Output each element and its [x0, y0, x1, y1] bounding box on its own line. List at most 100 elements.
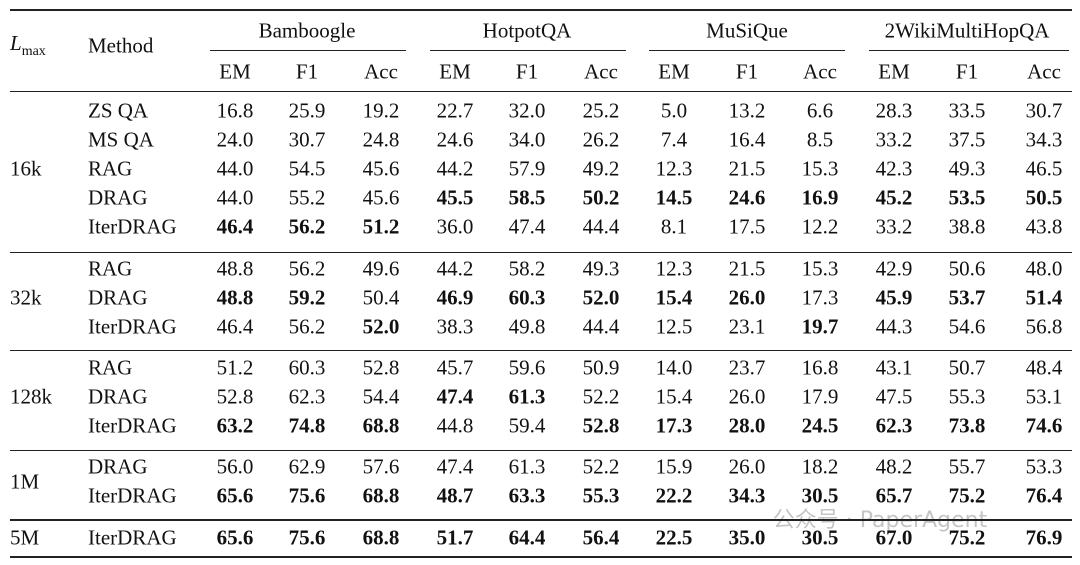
value-cell: 19.2 — [362, 98, 400, 123]
value-cell: 24.8 — [362, 127, 400, 152]
value-cell: 50.2 — [582, 185, 620, 210]
metric-header: EM — [658, 59, 690, 84]
method-cell: DRAG — [88, 384, 148, 409]
method-cell: RAG — [88, 355, 133, 380]
value-cell: 52.0 — [582, 285, 620, 310]
group-label: 5M — [10, 525, 40, 550]
value-cell: 49.2 — [582, 156, 620, 181]
value-cell: 45.9 — [875, 285, 913, 310]
value-cell: 46.5 — [1025, 156, 1063, 181]
value-cell: 22.7 — [436, 98, 474, 123]
value-cell: 23.1 — [728, 314, 766, 339]
value-cell: 22.2 — [655, 483, 693, 508]
value-cell: 28.3 — [875, 98, 913, 123]
value-cell: 75.2 — [948, 483, 986, 508]
value-cell: 62.3 — [288, 384, 326, 409]
value-cell: 13.2 — [728, 98, 766, 123]
dataset-underline — [430, 50, 626, 51]
dataset-underline — [210, 50, 406, 51]
value-cell: 50.6 — [948, 256, 986, 281]
value-cell: 51.7 — [436, 525, 474, 550]
value-cell: 30.7 — [288, 127, 326, 152]
value-cell: 65.6 — [216, 525, 254, 550]
value-cell: 22.5 — [655, 525, 693, 550]
value-cell: 56.4 — [582, 525, 620, 550]
value-cell: 54.5 — [288, 156, 326, 181]
value-cell: 50.7 — [948, 355, 986, 380]
value-cell: 48.0 — [1025, 256, 1063, 281]
value-cell: 24.0 — [216, 127, 254, 152]
value-cell: 44.4 — [582, 314, 620, 339]
value-cell: 74.6 — [1025, 413, 1063, 438]
value-cell: 26.0 — [728, 454, 766, 479]
method-cell: RAG — [88, 156, 133, 181]
value-cell: 34.0 — [508, 127, 546, 152]
value-cell: 61.3 — [508, 454, 546, 479]
value-cell: 48.4 — [1025, 355, 1063, 380]
value-cell: 65.6 — [216, 483, 254, 508]
value-cell: 52.8 — [216, 384, 254, 409]
value-cell: 33.2 — [875, 127, 913, 152]
method-cell: IterDRAG — [88, 214, 177, 239]
value-cell: 12.3 — [655, 256, 693, 281]
value-cell: 47.4 — [508, 214, 546, 239]
value-cell: 46.4 — [216, 214, 254, 239]
metric-header: EM — [219, 59, 251, 84]
value-cell: 48.8 — [216, 285, 254, 310]
value-cell: 54.6 — [948, 314, 986, 339]
value-cell: 34.3 — [728, 483, 766, 508]
value-cell: 16.8 — [801, 355, 839, 380]
value-cell: 75.6 — [288, 483, 326, 508]
value-cell: 44.0 — [216, 156, 254, 181]
value-cell: 44.8 — [436, 413, 474, 438]
value-cell: 52.8 — [582, 413, 620, 438]
value-cell: 15.3 — [801, 156, 839, 181]
value-cell: 62.3 — [875, 413, 913, 438]
value-cell: 63.2 — [216, 413, 254, 438]
value-cell: 67.0 — [875, 525, 913, 550]
group-label: 1M — [10, 469, 40, 493]
value-cell: 26.2 — [582, 127, 620, 152]
value-cell: 51.2 — [362, 214, 400, 239]
value-cell: 59.2 — [288, 285, 326, 310]
value-cell: 47.4 — [436, 454, 474, 479]
value-cell: 5.0 — [660, 98, 688, 123]
value-cell: 25.9 — [288, 98, 326, 123]
value-cell: 64.4 — [508, 525, 546, 550]
value-cell: 45.6 — [362, 185, 400, 210]
metric-header: EM — [878, 59, 910, 84]
metric-header: F1 — [955, 59, 979, 84]
value-cell: 63.3 — [508, 483, 546, 508]
dataset-header: MuSiQue — [706, 18, 788, 43]
value-cell: 50.5 — [1025, 185, 1063, 210]
dataset-header: HotpotQA — [482, 18, 572, 43]
method-cell: IterDRAG — [88, 314, 177, 339]
value-cell: 57.6 — [362, 454, 400, 479]
value-cell: 32.0 — [508, 98, 546, 123]
metric-header: F1 — [295, 59, 319, 84]
value-cell: 49.8 — [508, 314, 546, 339]
value-cell: 50.9 — [582, 355, 620, 380]
value-cell: 17.5 — [728, 214, 766, 239]
metric-header: Acc — [1027, 59, 1061, 84]
method-cell: MS QA — [88, 127, 154, 152]
value-cell: 75.2 — [948, 525, 986, 550]
value-cell: 60.3 — [288, 355, 326, 380]
metric-header: F1 — [735, 59, 759, 84]
value-cell: 34.3 — [1025, 127, 1063, 152]
value-cell: 44.3 — [875, 314, 913, 339]
value-cell: 52.2 — [582, 384, 620, 409]
value-cell: 68.8 — [362, 483, 400, 508]
value-cell: 61.3 — [508, 384, 546, 409]
value-cell: 6.6 — [806, 98, 834, 123]
value-cell: 58.2 — [508, 256, 546, 281]
method-cell: DRAG — [88, 454, 148, 479]
value-cell: 47.4 — [436, 384, 474, 409]
metric-header: EM — [439, 59, 471, 84]
value-cell: 52.2 — [582, 454, 620, 479]
value-cell: 24.6 — [436, 127, 474, 152]
metric-header: Acc — [584, 59, 618, 84]
value-cell: 14.0 — [655, 355, 693, 380]
group-label: 128k — [10, 384, 52, 409]
method-cell: RAG — [88, 256, 133, 281]
